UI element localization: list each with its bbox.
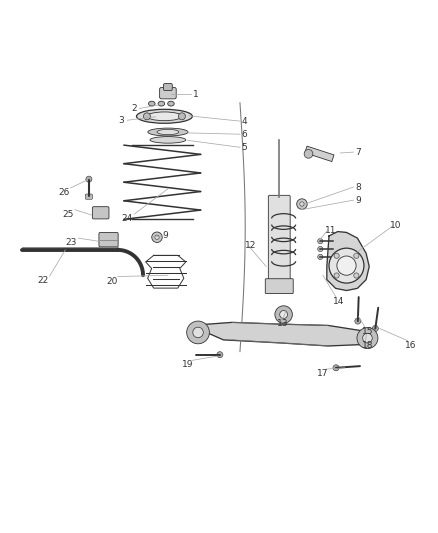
Circle shape [275, 306, 292, 323]
Text: 25: 25 [63, 209, 74, 219]
Circle shape [304, 149, 313, 158]
Circle shape [354, 253, 359, 259]
Text: 2: 2 [131, 104, 137, 113]
Text: 3: 3 [118, 116, 124, 125]
Text: 26: 26 [58, 188, 70, 197]
Text: 13: 13 [276, 319, 288, 328]
Ellipse shape [147, 112, 182, 120]
Circle shape [329, 248, 364, 283]
Circle shape [318, 239, 323, 244]
Ellipse shape [148, 128, 188, 136]
Circle shape [297, 199, 307, 209]
Text: 6: 6 [241, 130, 247, 139]
FancyBboxPatch shape [265, 279, 293, 294]
Text: 11: 11 [325, 226, 336, 235]
Circle shape [155, 235, 159, 239]
Ellipse shape [137, 109, 192, 123]
Text: 14: 14 [333, 297, 345, 306]
Text: 15: 15 [362, 327, 373, 336]
Text: 4: 4 [241, 117, 247, 126]
Text: 9: 9 [355, 196, 361, 205]
Ellipse shape [150, 136, 186, 143]
Ellipse shape [148, 101, 155, 106]
FancyBboxPatch shape [163, 84, 172, 91]
Circle shape [318, 254, 323, 260]
Circle shape [355, 318, 361, 324]
Text: 17: 17 [317, 369, 328, 378]
Circle shape [86, 176, 92, 182]
Polygon shape [305, 146, 334, 161]
Text: 18: 18 [362, 342, 373, 351]
Ellipse shape [158, 101, 165, 106]
Text: 23: 23 [65, 238, 76, 247]
Circle shape [363, 333, 372, 343]
Circle shape [337, 256, 356, 275]
Circle shape [152, 232, 162, 243]
Text: 12: 12 [245, 241, 256, 251]
Circle shape [280, 311, 288, 318]
Text: 22: 22 [38, 276, 49, 285]
Polygon shape [191, 322, 370, 346]
Circle shape [334, 253, 339, 259]
Text: 19: 19 [182, 360, 193, 369]
Ellipse shape [157, 130, 179, 135]
Circle shape [333, 365, 339, 371]
Circle shape [144, 113, 150, 120]
Text: 7: 7 [355, 148, 361, 157]
Text: 24: 24 [122, 214, 133, 223]
Text: 1: 1 [194, 90, 199, 99]
Polygon shape [327, 231, 369, 290]
Text: 16: 16 [405, 341, 417, 350]
Circle shape [193, 327, 203, 338]
Circle shape [217, 352, 223, 358]
Circle shape [318, 246, 323, 252]
Circle shape [187, 321, 209, 344]
Circle shape [357, 328, 378, 349]
FancyBboxPatch shape [99, 232, 118, 247]
Text: 5: 5 [241, 143, 247, 152]
FancyBboxPatch shape [159, 87, 176, 99]
FancyBboxPatch shape [268, 195, 290, 285]
FancyBboxPatch shape [85, 194, 92, 199]
Circle shape [372, 326, 378, 332]
Circle shape [178, 113, 185, 120]
Text: 20: 20 [106, 277, 118, 286]
Text: 10: 10 [390, 221, 402, 230]
Text: 8: 8 [355, 182, 361, 191]
Text: 9: 9 [163, 231, 169, 240]
Circle shape [354, 273, 359, 278]
Circle shape [300, 202, 304, 206]
Circle shape [334, 273, 339, 278]
FancyBboxPatch shape [92, 207, 109, 219]
Ellipse shape [168, 101, 174, 106]
